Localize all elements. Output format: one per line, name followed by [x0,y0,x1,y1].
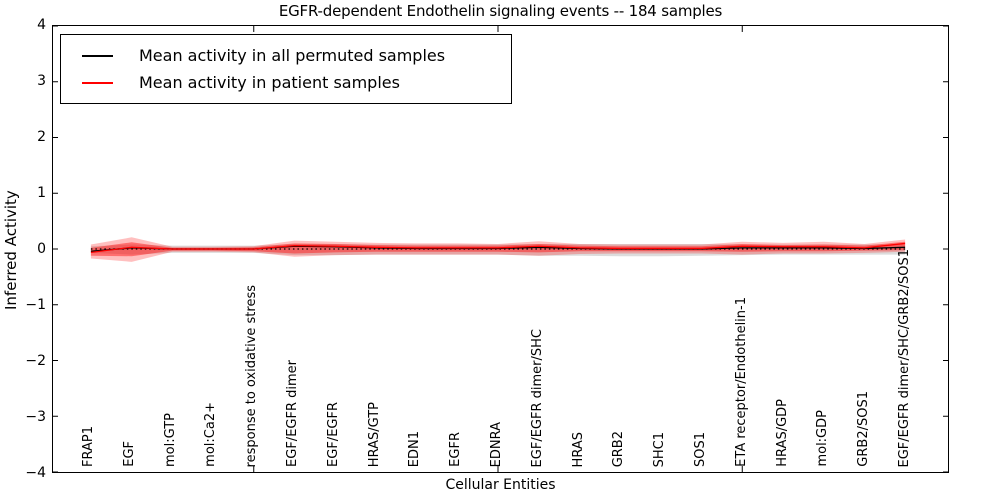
x-category-label: mol:Ca2+ [203,402,219,467]
chart-canvas [53,26,948,472]
x-category-label: response to oxidative stress [244,284,260,467]
x-category-label: ETA receptor/Endothelin-1 [733,297,749,467]
x-category-label: SOS1 [693,431,708,467]
x-category-label: EDN1 [407,430,423,467]
y-tick-label: 3 [37,73,46,89]
x-category-label: mol:GTP [162,413,178,467]
x-category-label: EGF [121,441,137,467]
x-category-label: mol:GDP [815,410,831,467]
chart-title: EGFR-dependent Endothelin signaling even… [278,2,723,20]
x-category-label: EGFR [448,432,464,467]
y-tick-label: −4 [25,465,46,481]
y-tick-label: −2 [25,353,46,369]
x-category-label: GRB2 [611,430,627,467]
x-axis-label: Cellular Entities [445,477,556,493]
x-category-label: HRAS/GDP [774,399,790,467]
patient-sample-outer-band [90,237,906,262]
y-tick-label: −1 [25,297,46,313]
legend-label: Mean activity in patient samples [139,73,400,92]
legend-item-permuted: Mean activity in all permuted samples [73,42,507,69]
x-category-label: EGF/EGFR dimer/SHC [529,328,545,467]
patient-mean-line [90,242,906,253]
x-category-label: GRB2/SOS1 [856,391,872,467]
permuted-line-swatch [82,54,113,57]
x-category-label: EDNRA [489,421,504,467]
x-category-label: EGF/EGFR dimer [285,360,300,467]
y-tick-label: −3 [25,409,46,425]
x-category-label: FRAP1 [81,426,96,467]
y-tick-label: 0 [37,241,46,257]
y-tick-label: 2 [37,129,46,145]
plot-area: FRAP1 EGF mol:GTP mol:Ca2+ response to oxida… [52,25,949,473]
legend: Mean activity in all permuted samples Me… [60,34,512,104]
x-category-label: HRAS [570,431,586,467]
x-category-label: HRAS/GTP [366,401,382,467]
y-tick-label: 4 [37,17,46,33]
x-category-label: EGF/EGFR [325,402,341,467]
patient-line-swatch [82,81,113,84]
legend-label: Mean activity in all permuted samples [139,46,446,65]
legend-item-patient: Mean activity in patient samples [73,69,507,96]
x-category-label: SHC1 [652,431,668,467]
permuted-sample-range [90,243,906,257]
y-tick-label: 1 [37,185,46,201]
x-category-label: EGF/EGFR dimer/SHC/GRB2/SOS1 [897,248,912,468]
